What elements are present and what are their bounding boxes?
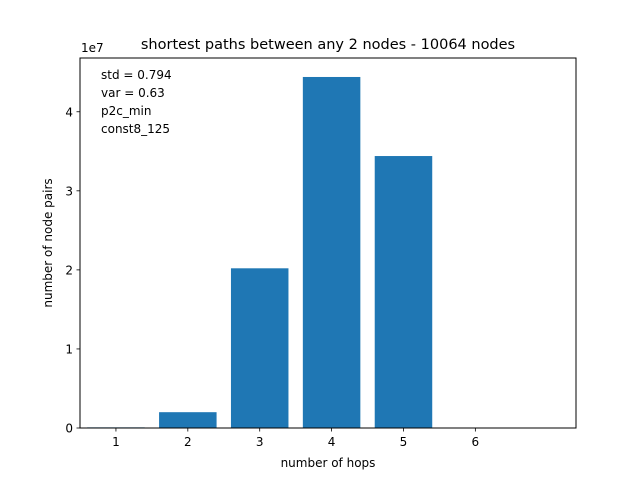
x-axis: 1 2 3 4 5 6 <box>112 428 479 449</box>
bar-3 <box>230 268 289 428</box>
y-tick-label: 3 <box>65 184 73 198</box>
bar-5 <box>374 156 433 429</box>
y-tick-label: 0 <box>65 422 73 436</box>
annotation-line: const8_125 <box>101 122 170 136</box>
annotation-line: var = 0.63 <box>101 86 165 100</box>
plot-frame <box>79 57 577 429</box>
x-tick-label: 2 <box>184 435 192 449</box>
y-axis-label: number of node pairs <box>41 178 55 307</box>
stats-annotation: std = 0.794 var = 0.63 p2c_min const8_125 <box>101 68 172 136</box>
x-axis-label: number of hops <box>281 456 376 470</box>
bar-series <box>87 76 505 429</box>
y-tick-label: 2 <box>65 263 73 277</box>
y-axis: 0 1 2 3 4 <box>65 105 80 436</box>
annotation-line: p2c_min <box>101 104 151 118</box>
bar-2 <box>159 412 217 428</box>
y-axis-scale-label: 1e7 <box>81 41 104 55</box>
x-tick-label: 1 <box>112 435 120 449</box>
x-tick-label: 3 <box>256 435 264 449</box>
bar-4 <box>302 76 361 428</box>
annotation-line: std = 0.794 <box>101 68 172 82</box>
chart-title: shortest paths between any 2 nodes - 100… <box>141 37 515 53</box>
x-tick-label: 4 <box>328 435 336 449</box>
y-tick-label: 4 <box>65 105 73 119</box>
x-tick-label: 6 <box>472 435 480 449</box>
y-tick-label: 1 <box>65 342 73 356</box>
x-tick-label: 5 <box>400 435 408 449</box>
